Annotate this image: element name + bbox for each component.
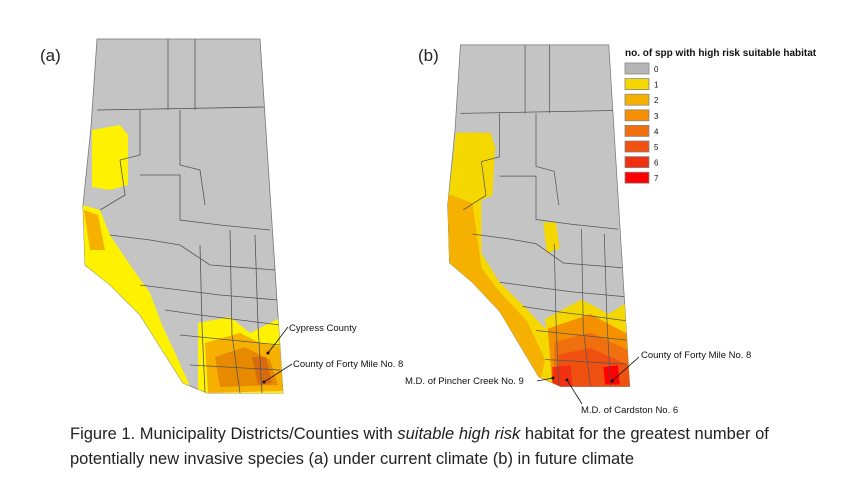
county-boundaries-a xyxy=(96,39,281,393)
legend-label-5: 5 xyxy=(654,143,659,152)
caption-text: potentially new invasive species (a) und… xyxy=(70,450,634,468)
legend-swatch-7 xyxy=(624,171,650,184)
annotation-forty-mile-b: County of Forty Mile No. 8 xyxy=(641,350,751,361)
legend-label-7: 7 xyxy=(654,174,659,183)
county-boundaries-b xyxy=(460,44,628,387)
panel-label-a: (a) xyxy=(40,46,61,65)
risk-area-2 xyxy=(84,210,105,250)
legend-swatch-0 xyxy=(624,62,650,75)
annotation-forty-mile-a: County of Forty Mile No. 8 xyxy=(293,359,403,370)
map-b-future-climate xyxy=(447,44,631,387)
legend-label-1: 1 xyxy=(654,81,659,90)
legend-swatch-1 xyxy=(624,78,650,90)
map-a-current-climate xyxy=(82,38,293,394)
legend-label-2: 2 xyxy=(654,96,659,105)
annotation-leader xyxy=(263,363,293,383)
annotation-leader xyxy=(566,379,583,405)
annotation-cardston: M.D. of Cardston No. 6 xyxy=(581,405,678,416)
caption-text: habitat for the greatest number of xyxy=(520,425,769,443)
legend-swatch-2 xyxy=(624,93,650,106)
annotation-leader xyxy=(267,326,289,354)
annotation-point xyxy=(565,378,569,382)
risk-area-2 xyxy=(447,193,546,381)
annotation-point xyxy=(262,380,266,384)
figure-caption-line-1: Figure 1. Municipality Districts/Countie… xyxy=(70,425,769,444)
legend-label-6: 6 xyxy=(654,159,659,168)
risk-area-1 xyxy=(92,125,128,190)
annotation-cypress-county: Cypress County xyxy=(289,323,357,334)
caption-text: Figure 1. Municipality Districts/Countie… xyxy=(70,425,398,443)
annotation-leader xyxy=(611,356,640,382)
risk-area-4 xyxy=(252,357,272,385)
legend-label-3: 3 xyxy=(654,112,659,121)
risk-area-1 xyxy=(543,222,560,254)
legend-title: no. of spp with high risk suitable habit… xyxy=(625,48,817,59)
legend-swatch-3 xyxy=(624,109,650,122)
legend: no. of spp with high risk suitable habit… xyxy=(624,48,817,184)
panel-label-b: (b) xyxy=(418,46,439,65)
legend-label-4: 4 xyxy=(654,127,659,136)
annotation-point xyxy=(551,376,555,380)
legend-label-0: 0 xyxy=(654,65,659,74)
annotation-leader xyxy=(536,377,554,382)
figure-caption-line-2: potentially new invasive species (a) und… xyxy=(70,450,634,469)
legend-swatch-4 xyxy=(624,125,650,137)
risk-area-1 xyxy=(447,132,564,387)
legend-swatch-6 xyxy=(624,156,650,169)
legend-swatch-5 xyxy=(624,140,650,153)
annotation-pincher-creek: M.D. of Pincher Creek No. 9 xyxy=(405,376,524,387)
annotation-point xyxy=(266,351,270,355)
risk-area-7 xyxy=(603,365,620,385)
caption-italic-text: suitable high risk xyxy=(397,425,521,443)
annotation-point xyxy=(610,379,614,383)
risk-area-1 xyxy=(83,205,192,393)
